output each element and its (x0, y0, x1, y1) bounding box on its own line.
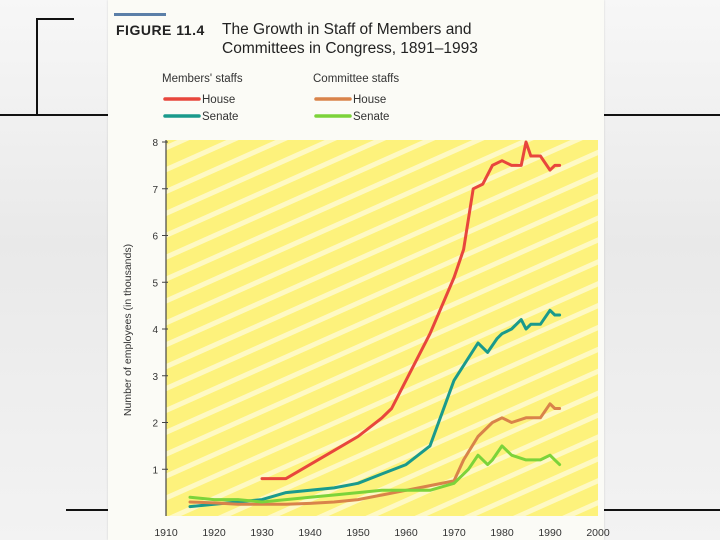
y-axis-label: Number of employees (in thousands) (122, 244, 134, 416)
y-tick-label: 5 (152, 278, 158, 289)
figure-title: The Growth in Staff of Members and Commi… (222, 20, 602, 58)
y-tick-label: 6 (152, 232, 158, 243)
series-layer (188, 140, 562, 509)
y-tick-label: 2 (152, 419, 158, 430)
committee-senate-line (188, 444, 562, 504)
y-tick-label: 3 (152, 372, 158, 383)
x-tick-label: 1930 (250, 527, 274, 539)
figure-title-line-2: Committees in Congress, 1891–1993 (222, 40, 478, 57)
committee-house-line (188, 402, 562, 506)
axes: 1 2 3 4 5 6 7 8 1910 1920 1930 1940 1950 1960 1970 1980… (122, 138, 610, 539)
y-tick-label: 8 (152, 138, 158, 149)
y-tick-label: 1 (152, 465, 158, 476)
y-tick-label: 4 (152, 325, 158, 336)
x-tick-label: 1970 (442, 527, 466, 539)
legend-heading: Members' staffs (162, 73, 243, 85)
figure-accent-rule (114, 13, 166, 16)
legend-label: House (353, 94, 386, 106)
legend-label: Senate (353, 111, 389, 123)
x-tick-label: 1960 (394, 527, 418, 539)
legend-label: House (202, 94, 235, 106)
x-tick-label: 1980 (490, 527, 514, 539)
legend-heading: Committee staffs (313, 73, 399, 85)
figure-number: FIGURE 11.4 (116, 22, 205, 38)
x-tick-label: 2000 (586, 527, 610, 539)
y-tick-label: 7 (152, 185, 158, 196)
x-tick-label: 1910 (154, 527, 178, 539)
x-tick-label: 1920 (202, 527, 226, 539)
members-house-line (260, 140, 562, 481)
legend-label: Senate (202, 111, 238, 123)
legend: Members' staffs House Senate Committee staf… (162, 73, 399, 123)
x-tick-label: 1990 (538, 527, 562, 539)
x-tick-label: 1940 (298, 527, 322, 539)
members-senate-line (188, 308, 562, 509)
figure-title-line-1: The Growth in Staff of Members and (222, 21, 472, 38)
decorative-frame (36, 18, 74, 116)
x-tick-label: 1950 (346, 527, 370, 539)
